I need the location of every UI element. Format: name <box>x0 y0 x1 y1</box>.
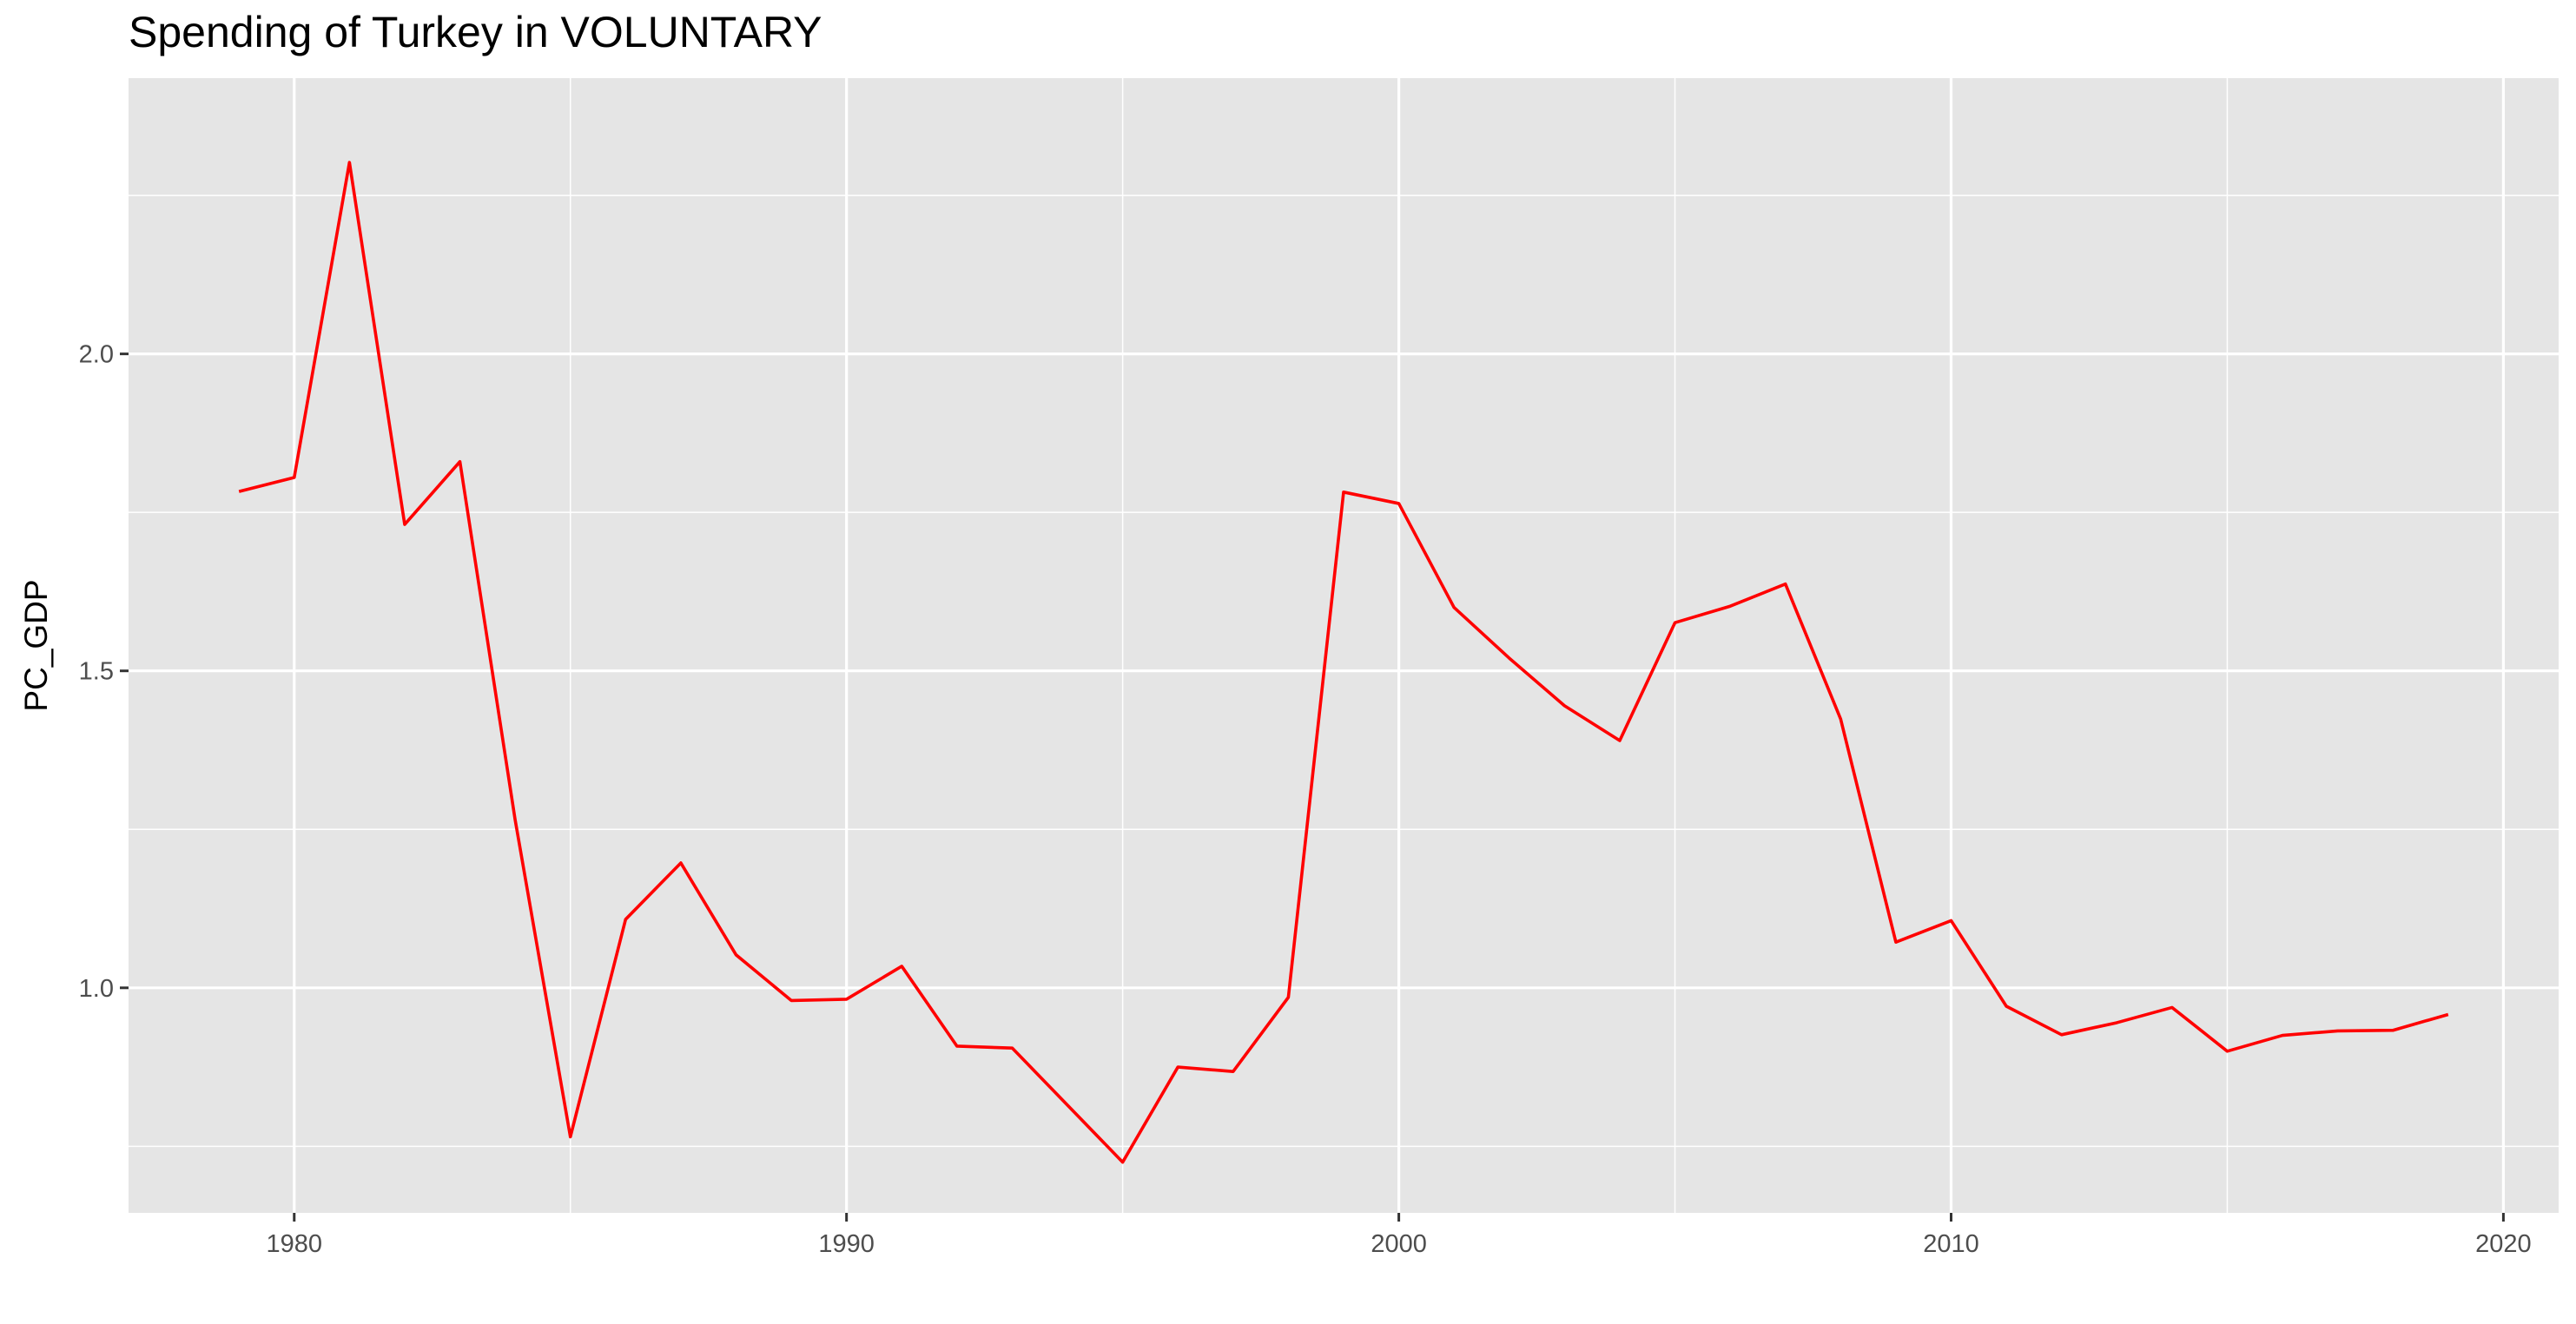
x-tick-label: 1990 <box>818 1230 875 1258</box>
minor-gridlines <box>129 78 2559 1213</box>
series-line <box>238 161 2449 1164</box>
x-tick-label: 2000 <box>1371 1230 1427 1258</box>
x-tick-label: 2020 <box>2475 1230 2532 1258</box>
x-tick-label: 1980 <box>267 1230 323 1258</box>
y-axis: 1.0 1.5 2.0 <box>79 341 129 1003</box>
y-axis-title: PC_GDP <box>18 579 54 711</box>
chart-title: Spending of Turkey in VOLUNTARY <box>129 8 822 56</box>
y-tick-label: 1.0 <box>79 975 114 1003</box>
y-tick-label: 1.5 <box>79 658 114 686</box>
major-gridlines <box>129 78 2559 1213</box>
x-tick-label: 2010 <box>1923 1230 1979 1258</box>
plot-panel <box>129 78 2559 1213</box>
x-axis: 1980 1990 2000 2010 2020 <box>267 1213 2532 1258</box>
y-tick-label: 2.0 <box>79 341 114 369</box>
